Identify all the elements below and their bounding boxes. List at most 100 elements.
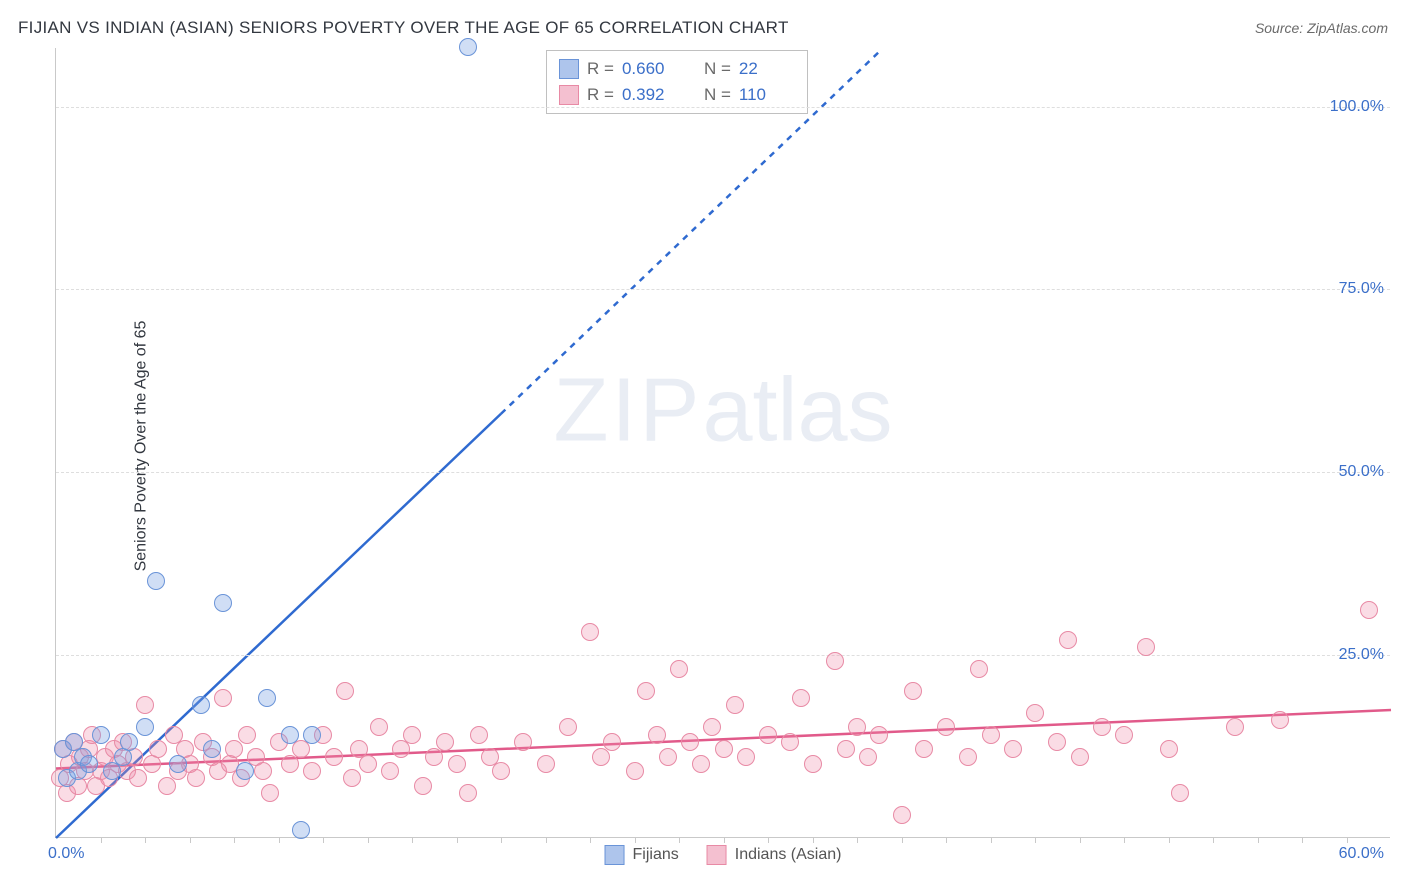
x-minor-tick (145, 837, 146, 843)
r-value-indians: 0.392 (622, 85, 678, 105)
indians-point (592, 748, 610, 766)
r-label: R = (587, 59, 614, 79)
indians-point (893, 806, 911, 824)
fijians-point (80, 755, 98, 773)
indians-point (214, 689, 232, 707)
indians-point (959, 748, 977, 766)
indians-point (970, 660, 988, 678)
x-minor-tick (546, 837, 547, 843)
indians-point (603, 733, 621, 751)
indians-point (392, 740, 410, 758)
fijians-point (292, 821, 310, 839)
x-minor-tick (101, 837, 102, 843)
gridline (56, 107, 1390, 108)
indians-point (726, 696, 744, 714)
x-minor-tick (1169, 837, 1170, 843)
x-minor-tick (590, 837, 591, 843)
y-tick-label: 25.0% (1339, 646, 1384, 664)
indians-point (1226, 718, 1244, 736)
y-tick-label: 75.0% (1339, 280, 1384, 298)
fijians-point (136, 718, 154, 736)
chart-title: FIJIAN VS INDIAN (ASIAN) SENIORS POVERTY… (18, 18, 789, 38)
legend-item-indians: Indians (Asian) (707, 845, 842, 865)
fijians-point (303, 726, 321, 744)
indians-point (681, 733, 699, 751)
fijians-point (236, 762, 254, 780)
indians-point (848, 718, 866, 736)
indians-point (915, 740, 933, 758)
indians-point (1004, 740, 1022, 758)
indians-point (737, 748, 755, 766)
legend-label-indians: Indians (Asian) (735, 846, 842, 864)
indians-point (381, 762, 399, 780)
fijians-point (147, 572, 165, 590)
x-minor-tick (234, 837, 235, 843)
indians-point (370, 718, 388, 736)
indians-point (715, 740, 733, 758)
indians-point (937, 718, 955, 736)
source-label: Source: ZipAtlas.com (1255, 20, 1388, 36)
y-tick-label: 100.0% (1330, 98, 1384, 116)
swatch-indians-icon (707, 845, 727, 865)
indians-point (1171, 784, 1189, 802)
indians-point (637, 682, 655, 700)
x-minor-tick (1035, 837, 1036, 843)
legend-row-fijians: R = 0.660 N = 22 (559, 56, 795, 82)
x-minor-tick (1124, 837, 1125, 843)
indians-point (581, 623, 599, 641)
indians-point (904, 682, 922, 700)
fijians-point (92, 726, 110, 744)
indians-point (425, 748, 443, 766)
indians-point (403, 726, 421, 744)
indians-point (692, 755, 710, 773)
indians-point (414, 777, 432, 795)
indians-point (436, 733, 454, 751)
indians-point (1137, 638, 1155, 656)
x-minor-tick (1258, 837, 1259, 843)
indians-point (492, 762, 510, 780)
indians-point (792, 689, 810, 707)
legend-row-indians: R = 0.392 N = 110 (559, 82, 795, 108)
swatch-fijians-icon (605, 845, 625, 865)
indians-point (804, 755, 822, 773)
indians-point (1026, 704, 1044, 722)
r-label: R = (587, 85, 614, 105)
indians-point (1059, 631, 1077, 649)
indians-point (559, 718, 577, 736)
legend-item-fijians: Fijians (605, 845, 679, 865)
indians-point (1160, 740, 1178, 758)
r-value-fijians: 0.660 (622, 59, 678, 79)
indians-point (158, 777, 176, 795)
indians-point (759, 726, 777, 744)
fijians-point (258, 689, 276, 707)
gridline (56, 289, 1390, 290)
plot-area: ZIPatlas R = 0.660 N = 22 R = 0.392 N = … (55, 48, 1390, 838)
indians-point (870, 726, 888, 744)
n-value-fijians: 22 (739, 59, 795, 79)
indians-point (1048, 733, 1066, 751)
indians-point (781, 733, 799, 751)
indians-point (136, 696, 154, 714)
fijians-point (192, 696, 210, 714)
indians-point (238, 726, 256, 744)
indians-point (343, 769, 361, 787)
x-minor-tick (679, 837, 680, 843)
indians-point (826, 652, 844, 670)
x-minor-tick (991, 837, 992, 843)
indians-point (982, 726, 1000, 744)
fijians-point (214, 594, 232, 612)
x-minor-tick (1347, 837, 1348, 843)
indians-point (187, 769, 205, 787)
indians-point (281, 755, 299, 773)
indians-point (261, 784, 279, 802)
legend-label-fijians: Fijians (633, 846, 679, 864)
x-minor-tick (501, 837, 502, 843)
indians-point (1115, 726, 1133, 744)
indians-point (1271, 711, 1289, 729)
indians-point (670, 660, 688, 678)
indians-point (254, 762, 272, 780)
correlation-legend: R = 0.660 N = 22 R = 0.392 N = 110 (546, 50, 808, 114)
indians-point (129, 769, 147, 787)
x-minor-tick (724, 837, 725, 843)
x-minor-tick (279, 837, 280, 843)
